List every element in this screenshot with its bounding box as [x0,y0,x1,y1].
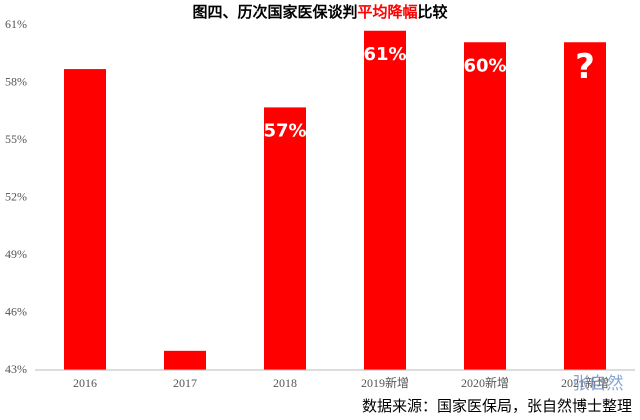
bar [264,107,306,371]
value-label: 60% [463,55,506,76]
x-tick-label: 2018 [273,376,297,390]
y-tick-label: 49% [5,247,27,261]
y-tick-label: 61% [5,17,27,31]
bar [364,30,406,370]
source-note: 数据来源：国家医保局，张自然博士整理 [362,397,632,415]
title-part: 比较 [418,3,448,21]
bar [64,69,106,370]
y-tick-label: 55% [5,132,27,146]
bar [564,42,606,370]
title-part: 平均降幅 [357,3,417,21]
value-label: 57% [263,120,306,141]
y-tick-label: 58% [5,74,27,88]
value-label: 61% [363,44,406,65]
title-part: 图四、历次国家医保谈判 [192,3,357,21]
y-tick-label: 52% [5,189,27,203]
y-tick-label: 46% [5,304,27,318]
value-label: ? [575,47,595,87]
bar [464,42,506,370]
x-tick-label: 2019新增 [361,375,409,390]
bar [164,350,206,370]
y-tick-label: 43% [5,362,27,376]
x-tick-label: 2021新增 [561,375,609,390]
watermark: 张自然 [573,374,624,394]
x-tick-label: 2020新增 [461,375,509,390]
x-tick-label: 2017 [173,376,197,390]
x-tick-label: 2016 [73,376,97,390]
chart-title: 图四、历次国家医保谈判平均降幅比较 [192,3,447,21]
